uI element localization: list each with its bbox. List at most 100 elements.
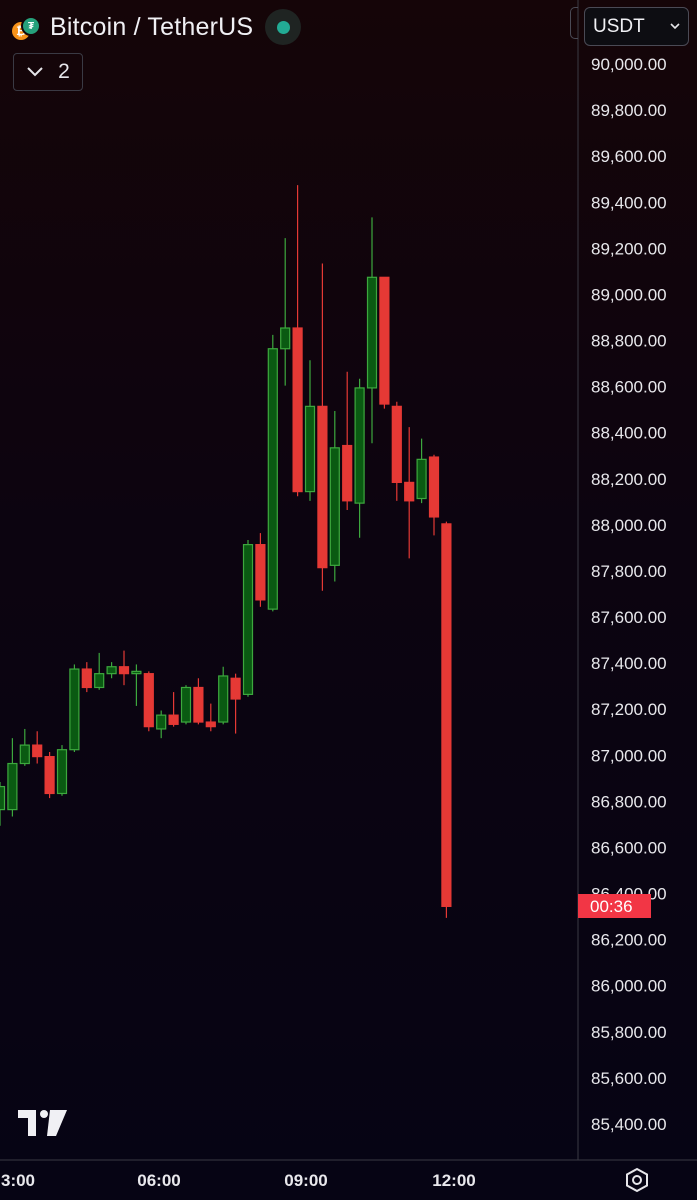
candle-11:30[interactable]	[428, 454, 440, 536]
candle-10:45[interactable]	[391, 401, 402, 501]
chevron-down-icon	[27, 67, 43, 77]
candle-03:30[interactable]	[32, 731, 43, 764]
candle-06:15[interactable]	[168, 692, 179, 727]
candle-06:00[interactable]	[156, 710, 167, 739]
price-tick-label: 87,400.00	[591, 654, 667, 673]
candle-05:15[interactable]	[118, 650, 130, 686]
candle-body-down	[143, 673, 154, 728]
candle-body-down	[32, 744, 43, 758]
candle-body-down	[255, 544, 266, 601]
axis-tab-edge	[570, 7, 578, 39]
candle-10:00[interactable]	[354, 378, 365, 538]
candle-03:15[interactable]	[19, 728, 30, 766]
market-status-icon[interactable]	[265, 9, 302, 45]
chevron-down-icon	[670, 23, 680, 30]
indicators-toggle-button[interactable]: 2	[13, 53, 83, 91]
countdown-text: 00:36	[590, 897, 633, 916]
price-tick-label: 89,800.00	[591, 101, 667, 120]
candle-08:15[interactable]	[267, 334, 278, 612]
candle-body-up	[267, 348, 278, 610]
price-tick-label: 88,600.00	[591, 378, 667, 397]
candle-03:45[interactable]	[44, 752, 55, 799]
candle-body-down	[342, 444, 353, 502]
price-tick-label: 86,600.00	[591, 838, 667, 857]
candle-04:15[interactable]	[69, 664, 80, 752]
candle-06:45[interactable]	[193, 678, 204, 725]
candle-body-up	[280, 327, 291, 350]
candle-body-up	[94, 673, 105, 689]
candle-body-up	[304, 405, 316, 493]
tradingview-logo-icon[interactable]	[18, 1108, 68, 1138]
price-tick-label: 86,200.00	[591, 931, 667, 950]
currency-label: USDT	[593, 15, 645, 37]
candle-09:00[interactable]	[304, 360, 316, 501]
candle-06:30[interactable]	[180, 685, 192, 725]
currency-select[interactable]: USDT	[584, 7, 689, 46]
candle-09:45[interactable]	[342, 371, 353, 511]
candle-05:00[interactable]	[106, 662, 117, 679]
candle-02:45[interactable]	[0, 781, 6, 826]
candle-body-down	[118, 666, 130, 675]
price-tick-label: 88,000.00	[591, 516, 667, 535]
time-tick-label: 12:00	[432, 1171, 475, 1190]
time-tick-label: 09:00	[284, 1171, 327, 1190]
candle-04:30[interactable]	[81, 662, 92, 693]
candle-body-up	[7, 762, 18, 811]
candle-09:15[interactable]	[317, 263, 328, 591]
price-tick-label: 85,400.00	[591, 1115, 667, 1134]
candle-05:30[interactable]	[131, 664, 142, 706]
price-tick-label: 89,200.00	[591, 239, 667, 258]
indicators-count: 2	[58, 60, 70, 83]
candle-07:30[interactable]	[230, 673, 241, 734]
candle-10:30[interactable]	[379, 276, 390, 409]
candle-10:15[interactable]	[366, 217, 378, 444]
candle-body-down	[391, 405, 402, 483]
candle-body-down	[168, 714, 179, 725]
candle-11:45[interactable]	[441, 521, 452, 918]
candle-body-up	[416, 458, 427, 500]
candle-body-up	[156, 714, 167, 730]
price-axis[interactable]: 85,400.00 85,600.00 85,800.00 86,000.00 86,2…	[591, 55, 667, 1134]
settings-hexagon-icon[interactable]	[623, 1166, 651, 1194]
price-tick-label: 88,200.00	[591, 470, 667, 489]
candle-body-up	[366, 276, 378, 389]
price-tick-label: 86,000.00	[591, 977, 667, 996]
time-axis[interactable]: 3:00 06:00 09:00 12:00	[1, 1171, 476, 1190]
candle-11:00[interactable]	[404, 427, 415, 559]
candle-11:15[interactable]	[416, 438, 427, 504]
candle-07:00[interactable]	[205, 703, 216, 732]
candle-04:45[interactable]	[94, 652, 105, 690]
candle-body-up	[0, 785, 6, 811]
candle-08:30[interactable]	[280, 238, 291, 386]
candle-07:15[interactable]	[218, 666, 229, 725]
candle-body-down	[205, 721, 216, 728]
candle-08:45[interactable]	[292, 185, 303, 497]
candle-05:45[interactable]	[143, 671, 154, 732]
candle-body-up	[180, 686, 192, 723]
price-tick-label: 89,000.00	[591, 285, 667, 304]
candle-body-down	[441, 523, 452, 907]
countdown-badge	[578, 894, 651, 918]
candle-07:45[interactable]	[242, 540, 254, 697]
price-tick-label: 86,800.00	[591, 792, 667, 811]
candle-body-down	[428, 456, 440, 518]
candle-09:30[interactable]	[329, 410, 340, 582]
price-tick-label: 85,600.00	[591, 1069, 667, 1088]
price-tick-label: 89,400.00	[591, 193, 667, 212]
price-tick-label: 87,600.00	[591, 608, 667, 627]
candle-body-up	[19, 744, 30, 765]
candle-body-up	[106, 666, 117, 675]
candle-body-down	[404, 481, 415, 502]
symbol-title[interactable]: Bitcoin / TetherUS	[50, 12, 254, 41]
price-tick-label: 87,800.00	[591, 562, 667, 581]
candle-body-up	[218, 675, 229, 723]
candle-body-up	[242, 544, 254, 695]
candle-08:00[interactable]	[255, 533, 266, 607]
price-tick-label: 90,000.00	[591, 55, 667, 74]
candle-body-down	[317, 405, 328, 569]
candle-04:00[interactable]	[56, 745, 68, 796]
candles-layer	[0, 185, 452, 918]
candle-body-down	[193, 686, 204, 723]
candle-03:00[interactable]	[7, 738, 18, 817]
